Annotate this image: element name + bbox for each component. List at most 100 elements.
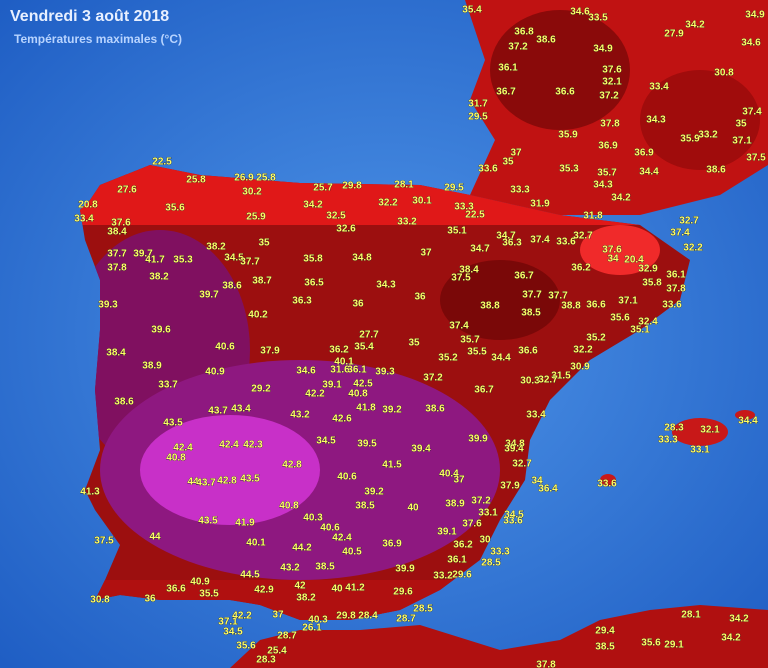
temperature-label: 30.3: [520, 376, 540, 387]
temperature-label: 37.8: [536, 660, 556, 668]
temperature-label: 25.8: [256, 173, 276, 184]
temperature-label: 35: [258, 238, 270, 249]
temperature-label: 35.8: [642, 278, 662, 289]
temperature-label: 20.8: [78, 200, 98, 211]
temperature-label: 34.7: [470, 244, 490, 255]
temperature-label: 42.8: [217, 476, 237, 487]
temperature-label: 42.2: [305, 389, 325, 400]
temperature-label: 42: [294, 581, 306, 592]
temperature-label: 37.7: [548, 291, 568, 302]
temperature-label: 42.4: [173, 443, 193, 454]
temperature-label: 34.5: [316, 436, 336, 447]
temperature-label: 37.2: [599, 91, 619, 102]
temperature-label: 41.9: [235, 518, 255, 529]
temperature-label: 31.5: [551, 371, 571, 382]
temperature-label: 38.2: [206, 242, 226, 253]
temperature-label: 33.4: [526, 410, 546, 421]
temperature-label: 40: [407, 503, 419, 514]
temperature-label: 39.3: [375, 367, 395, 378]
temperature-label: 35.8: [303, 254, 323, 265]
temperature-label: 33.2: [397, 217, 417, 228]
temperature-label: 36.1: [347, 365, 367, 376]
temperature-label: 40.6: [320, 523, 340, 534]
temperature-label: 37: [510, 148, 522, 159]
temperature-label: 29.6: [452, 570, 472, 581]
temperature-label: 29.2: [251, 384, 271, 395]
temperature-label: 37.4: [530, 235, 550, 246]
temperature-label: 27.9: [664, 29, 684, 40]
temperature-label: 38.6: [536, 35, 556, 46]
temperature-label: 28.7: [396, 614, 416, 625]
temperature-label: 34.4: [738, 416, 758, 427]
temperature-label: 38.4: [107, 227, 127, 238]
temperature-label: 38.2: [149, 272, 169, 283]
title: Vendredi 3 août 2018: [10, 8, 169, 25]
title-box: Vendredi 3 août 2018 Températures maxima…: [10, 8, 182, 46]
temperature-label: 32.7: [512, 459, 532, 470]
temperature-label: 44.2: [292, 543, 312, 554]
temperature-label: 36.1: [666, 270, 686, 281]
temperature-label: 44: [187, 477, 199, 488]
temperature-label: 31.8: [583, 211, 603, 222]
temperature-label: 35.3: [559, 164, 579, 175]
temperature-label: 39.7: [199, 290, 219, 301]
temperature-label: 37.7: [522, 290, 542, 301]
temperature-label: 34.6: [570, 7, 590, 18]
temperature-label: 34.2: [729, 614, 749, 625]
temperature-label: 40.6: [337, 472, 357, 483]
temperature-label: 27.6: [117, 185, 137, 196]
temperature-label: 33.1: [478, 508, 498, 519]
temperature-label: 44: [149, 532, 161, 543]
temperature-label: 37.5: [451, 273, 471, 284]
temperature-label: 25.7: [313, 183, 333, 194]
temperature-label: 42.9: [254, 585, 274, 596]
temperature-label: 36.3: [502, 238, 522, 249]
temperature-label: 37.5: [746, 153, 766, 164]
temperature-label: 43.4: [231, 404, 251, 415]
temperature-label: 36.9: [634, 148, 654, 159]
temperature-label: 34.2: [303, 200, 323, 211]
temperature-label: 40: [331, 584, 343, 595]
temperature-label: 37.2: [423, 373, 443, 384]
temperature-label: 33.3: [510, 185, 530, 196]
temperature-label: 37.1: [218, 617, 238, 628]
temperature-label: 30.1: [412, 196, 432, 207]
temperature-label: 43.5: [240, 474, 260, 485]
temperature-label: 28.5: [481, 558, 501, 569]
temperature-label: 36.6: [166, 584, 186, 595]
temperature-label: 26.1: [302, 623, 322, 634]
temperature-label: 28.1: [394, 180, 414, 191]
temperature-label: 33.1: [690, 445, 710, 456]
temperature-label: 35.6: [610, 313, 630, 324]
temperature-label: 37.1: [618, 296, 638, 307]
temperature-label: 30.9: [570, 362, 590, 373]
temperature-label: 38.8: [480, 301, 500, 312]
temperature-label: 34.4: [491, 353, 511, 364]
temperature-label: 38.6: [222, 281, 242, 292]
temperature-label: 40.5: [342, 547, 362, 558]
temperature-label: 34.7: [496, 231, 516, 242]
temperature-label: 37.6: [111, 218, 131, 229]
temperature-label: 36.6: [518, 346, 538, 357]
temperature-label: 41.3: [80, 487, 100, 498]
temperature-label: 36.8: [514, 27, 534, 38]
temperature-label: 36.6: [586, 300, 606, 311]
temperature-label: 36.3: [292, 296, 312, 307]
temperature-label: 41.5: [382, 460, 402, 471]
temperature-label: 20.4: [624, 255, 644, 266]
temperature-label: 36: [144, 594, 156, 605]
temperature-label: 35.1: [447, 226, 467, 237]
temperature-label: 38.7: [252, 276, 272, 287]
temperature-label: 33.6: [662, 300, 682, 311]
temperature-label: 38.6: [425, 404, 445, 415]
temperature-label: 38.9: [445, 499, 465, 510]
temperature-label: 28.7: [277, 631, 297, 642]
temperature-label: 37.8: [666, 284, 686, 295]
temperature-label: 33.3: [658, 435, 678, 446]
temperature-label: 40.8: [166, 453, 186, 464]
temperature-label: 28.5: [413, 604, 433, 615]
temperature-label: 40.3: [303, 513, 323, 524]
temperature-label: 41.8: [356, 403, 376, 414]
temperature-label: 32.2: [683, 243, 703, 254]
temperature-label: 34.8: [505, 439, 525, 450]
